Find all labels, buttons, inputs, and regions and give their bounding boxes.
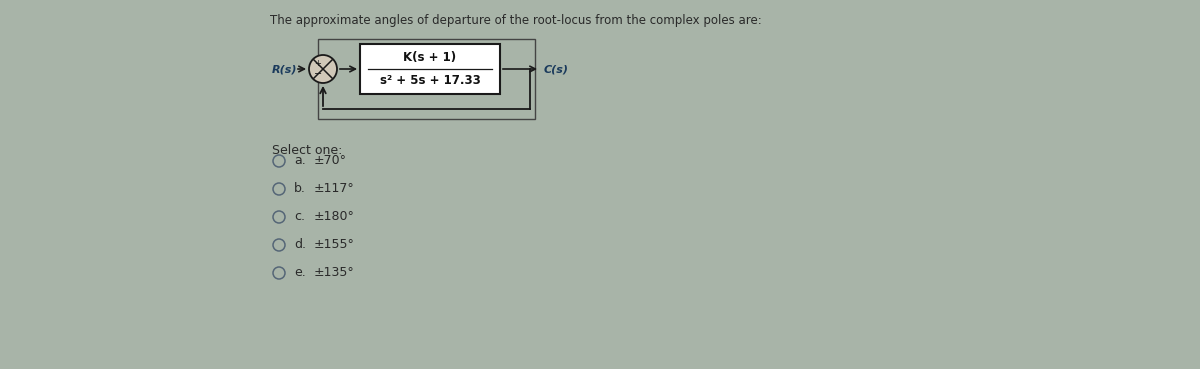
Text: b.: b. <box>294 183 306 196</box>
Text: d.: d. <box>294 238 306 252</box>
Text: ±135°: ±135° <box>314 266 355 279</box>
Text: ±155°: ±155° <box>314 238 355 252</box>
Text: ±70°: ±70° <box>314 155 347 168</box>
Text: e.: e. <box>294 266 306 279</box>
Text: c.: c. <box>294 210 305 224</box>
Bar <box>360 44 500 94</box>
Text: The approximate angles of departure of the root-locus from the complex poles are: The approximate angles of departure of t… <box>270 14 762 27</box>
Text: a.: a. <box>294 155 306 168</box>
Bar <box>318 39 535 119</box>
Text: Select one:: Select one: <box>272 144 342 157</box>
Text: K(s + 1): K(s + 1) <box>403 52 456 65</box>
Text: ±180°: ±180° <box>314 210 355 224</box>
Text: C(s): C(s) <box>544 64 569 74</box>
Text: s² + 5s + 17.33: s² + 5s + 17.33 <box>379 73 480 86</box>
Circle shape <box>310 55 337 83</box>
Text: −: − <box>314 69 322 79</box>
Text: R(s): R(s) <box>272 64 298 74</box>
Text: ±117°: ±117° <box>314 183 355 196</box>
Text: +: + <box>314 59 322 68</box>
